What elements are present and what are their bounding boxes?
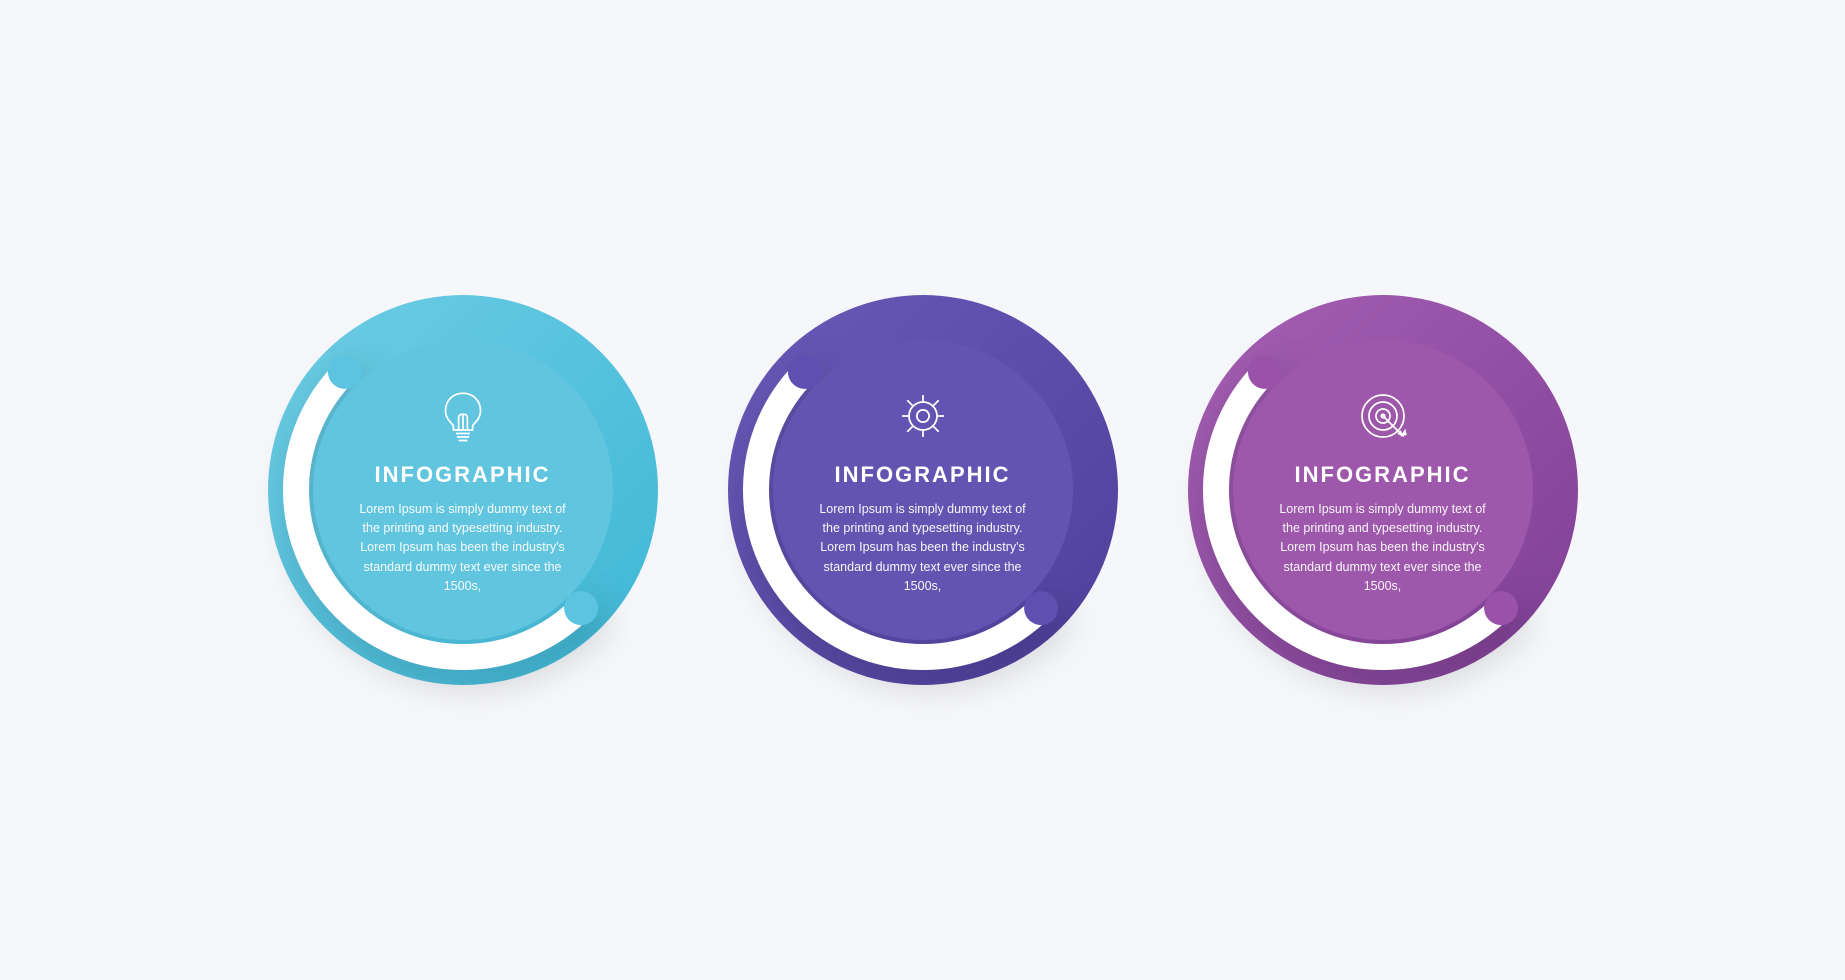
inner-circle: INFOGRAPHIC Lorem Ipsum is simply dummy … (773, 340, 1073, 640)
gear-icon (891, 384, 955, 448)
infographic-item-1: INFOGRAPHIC Lorem Ipsum is simply dummy … (268, 295, 658, 685)
item-title: INFOGRAPHIC (835, 462, 1011, 488)
lightbulb-icon (431, 384, 495, 448)
item-title: INFOGRAPHIC (1295, 462, 1471, 488)
item-body: Lorem Ipsum is simply dummy text of the … (1273, 500, 1493, 597)
item-body: Lorem Ipsum is simply dummy text of the … (353, 500, 573, 597)
infographic-item-3: INFOGRAPHIC Lorem Ipsum is simply dummy … (1188, 295, 1578, 685)
inner-circle: INFOGRAPHIC Lorem Ipsum is simply dummy … (313, 340, 613, 640)
item-body: Lorem Ipsum is simply dummy text of the … (813, 500, 1033, 597)
inner-circle: INFOGRAPHIC Lorem Ipsum is simply dummy … (1233, 340, 1533, 640)
target-icon (1351, 384, 1415, 448)
infographic-stage: INFOGRAPHIC Lorem Ipsum is simply dummy … (0, 0, 1845, 980)
infographic-item-2: INFOGRAPHIC Lorem Ipsum is simply dummy … (728, 295, 1118, 685)
item-title: INFOGRAPHIC (375, 462, 551, 488)
